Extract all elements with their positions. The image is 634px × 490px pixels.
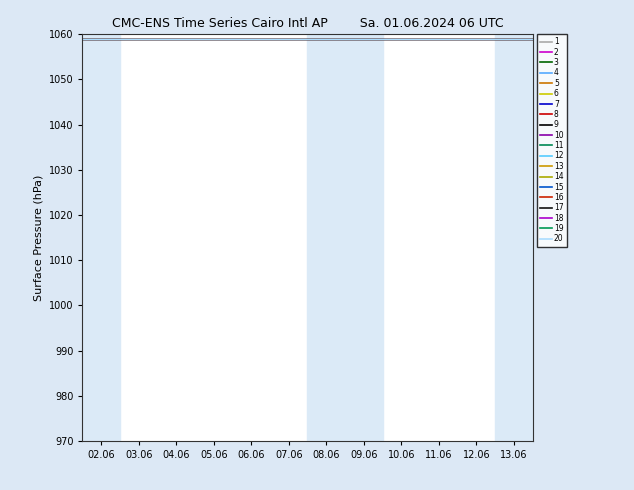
Legend: 1, 2, 3, 4, 5, 6, 7, 8, 9, 10, 11, 12, 13, 14, 15, 16, 17, 18, 19, 20: 1, 2, 3, 4, 5, 6, 7, 8, 9, 10, 11, 12, 1…	[537, 34, 567, 246]
Bar	[495, 34, 533, 441]
Y-axis label: Surface Pressure (hPa): Surface Pressure (hPa)	[33, 174, 43, 301]
Title: CMC-ENS Time Series Cairo Intl AP        Sa. 01.06.2024 06 UTC: CMC-ENS Time Series Cairo Intl AP Sa. 01…	[112, 17, 503, 30]
Bar	[345, 34, 382, 441]
Bar	[307, 34, 345, 441]
Bar	[82, 34, 120, 441]
